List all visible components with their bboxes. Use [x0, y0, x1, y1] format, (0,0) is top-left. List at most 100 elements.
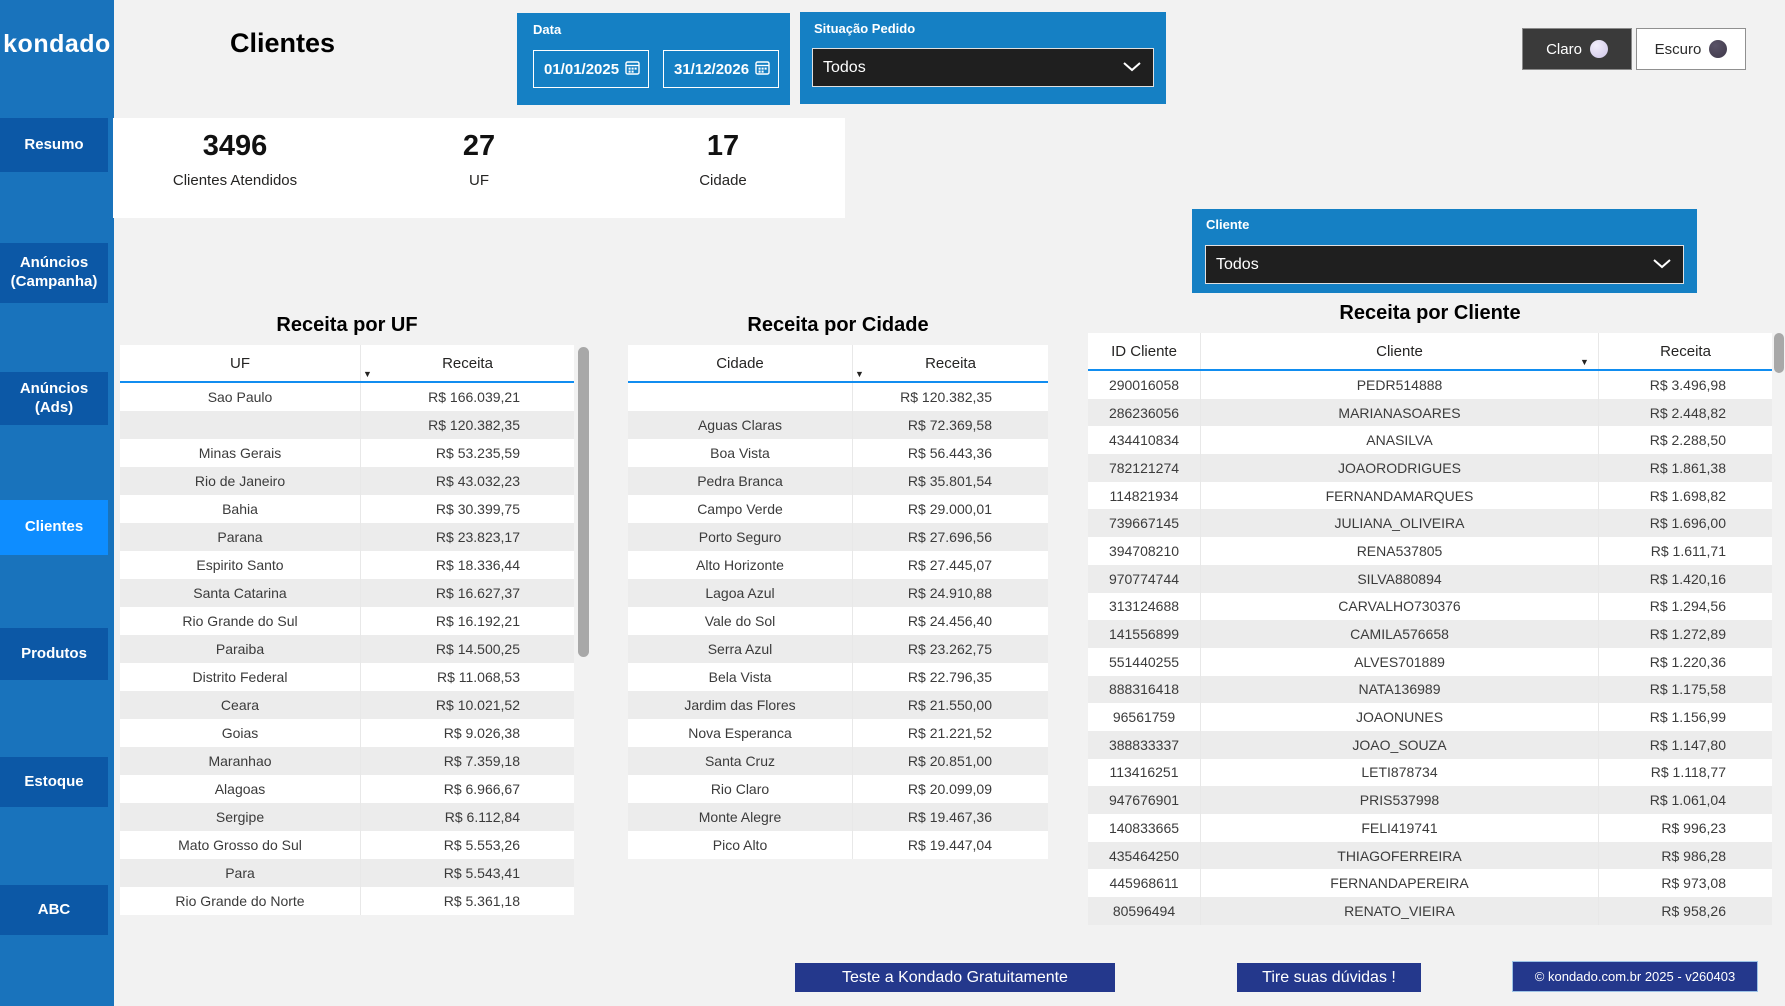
table-row[interactable]: 388833337 JOAO_SOUZA R$ 1.147,80 [1088, 730, 1772, 759]
sort-arrow-icon[interactable]: ▼ [855, 369, 864, 379]
table-row[interactable]: 141556899 CAMILA576658 R$ 1.272,89 [1088, 620, 1772, 648]
table-row[interactable]: Alagoas R$ 6.966,67 [120, 775, 574, 803]
kpi-value: 27 [462, 130, 496, 162]
table-row[interactable]: Santa Catarina R$ 16.627,37 [120, 579, 574, 607]
table-row[interactable]: 551440255 ALVES701889 R$ 1.220,36 [1088, 647, 1772, 676]
tire-duvidas-button[interactable]: Tire suas dúvidas ! [1237, 963, 1421, 992]
uf-column-header[interactable]: UF [230, 354, 250, 372]
sidebar: kondado Resumo Anúncios (Campanha) Anúnc… [0, 0, 114, 1006]
table-row[interactable]: Rio Claro R$ 20.099,09 [628, 775, 1048, 803]
table-row[interactable]: 114821934 FERNANDAMARQUES R$ 1.698,82 [1088, 481, 1772, 510]
cliente-column-header[interactable]: Cliente [1200, 333, 1598, 369]
date-end-input[interactable]: 31/12/2026 [663, 50, 779, 88]
table-row[interactable]: 80596494 RENATO_VIEIRA R$ 958,26 [1088, 897, 1772, 925]
table-row[interactable]: 96561759 JOAONUNES R$ 1.156,99 [1088, 703, 1772, 731]
table-row[interactable]: R$ 120.382,35 [120, 411, 574, 439]
sort-arrow-icon[interactable]: ▼ [1580, 357, 1589, 367]
table-row[interactable]: Goias R$ 9.026,38 [120, 719, 574, 747]
cliente-table-scrollbar[interactable] [1774, 333, 1784, 373]
table-row[interactable]: 970774744 SILVA880894 R$ 1.420,16 [1088, 564, 1772, 593]
theme-escuro-button[interactable]: Escuro [1636, 28, 1746, 70]
table-row[interactable]: 435464250 THIAGOFERREIRA R$ 986,28 [1088, 841, 1772, 870]
id-cliente-column-header[interactable]: ID Cliente [1111, 342, 1177, 360]
table-row[interactable]: Bahia R$ 30.399,75 [120, 495, 574, 523]
table-row[interactable]: 394708210 RENA537805 R$ 1.611,71 [1088, 537, 1772, 565]
table-row[interactable]: 434410834 ANASILVA R$ 2.288,50 [1088, 426, 1772, 455]
table-row[interactable]: 313124688 CARVALHO730376 R$ 1.294,56 [1088, 592, 1772, 621]
table-cell: PRIS537998 [1200, 786, 1598, 814]
table-row[interactable]: Jardim das Flores R$ 21.550,00 [628, 691, 1048, 719]
table-row[interactable]: Vale do Sol R$ 24.456,40 [628, 607, 1048, 635]
sidebar-item-estoque[interactable]: Estoque [0, 757, 108, 807]
table-row[interactable]: 739667145 JULIANA_OLIVEIRA R$ 1.696,00 [1088, 509, 1772, 538]
cliente-dropdown[interactable]: Todos [1205, 245, 1684, 284]
sidebar-item-clientes[interactable]: Clientes [0, 500, 108, 555]
table-cell: JULIANA_OLIVEIRA [1200, 509, 1598, 538]
table-row[interactable]: 888316418 NATA136989 R$ 1.175,58 [1088, 675, 1772, 704]
table-row[interactable]: Distrito Federal R$ 11.068,53 [120, 663, 574, 691]
table-row[interactable]: Paraiba R$ 14.500,25 [120, 635, 574, 663]
table-row[interactable]: Bela Vista R$ 22.796,35 [628, 663, 1048, 691]
table-row[interactable]: Espirito Santo R$ 18.336,44 [120, 551, 574, 579]
table-cell: 394708210 [1108, 542, 1180, 559]
table-row[interactable]: Mato Grosso do Sul R$ 5.553,26 [120, 831, 574, 859]
table-row[interactable]: R$ 120.382,35 [628, 383, 1048, 411]
table-row[interactable]: Serra Azul R$ 23.262,75 [628, 635, 1048, 663]
teste-kondado-button[interactable]: Teste a Kondado Gratuitamente [795, 963, 1115, 992]
table-row[interactable]: Rio de Janeiro R$ 43.032,23 [120, 467, 574, 495]
table-cell: 80596494 [1112, 902, 1176, 919]
table-row[interactable]: Rio Grande do Norte R$ 5.361,18 [120, 887, 574, 915]
table-cell: Rio Claro [710, 781, 770, 797]
table-row[interactable]: Nova Esperanca R$ 21.221,52 [628, 719, 1048, 747]
sidebar-item-resumo[interactable]: Resumo [0, 118, 108, 172]
table-row[interactable]: Rio Grande do Sul R$ 16.192,21 [120, 607, 574, 635]
receita-column-header[interactable]: Receita [360, 345, 574, 381]
kpi-card: 3496 Clientes Atendidos 27 UF 17 Cidade [113, 118, 845, 218]
table-row[interactable]: Santa Cruz R$ 20.851,00 [628, 747, 1048, 775]
table-row[interactable]: Maranhao R$ 7.359,18 [120, 747, 574, 775]
table-cell: Rio de Janeiro [194, 473, 286, 489]
table-row[interactable]: 286236056 MARIANASOARES R$ 2.448,82 [1088, 398, 1772, 427]
table-cell: R$ 24.910,88 [852, 579, 1048, 607]
table-row[interactable]: Porto Seguro R$ 27.696,56 [628, 523, 1048, 551]
table-row[interactable]: Minas Gerais R$ 53.235,59 [120, 439, 574, 467]
calendar-icon[interactable] [625, 60, 640, 79]
table-row[interactable]: Para R$ 5.543,41 [120, 859, 574, 887]
table-cell: 286236056 [1108, 404, 1180, 421]
table-row[interactable]: 947676901 PRIS537998 R$ 1.061,04 [1088, 786, 1772, 814]
theme-claro-button[interactable]: Claro [1522, 28, 1632, 70]
table-cell [628, 383, 852, 411]
table-row[interactable]: Campo Verde R$ 29.000,01 [628, 495, 1048, 523]
table-row[interactable]: Pico Alto R$ 19.447,04 [628, 831, 1048, 859]
sidebar-item-abc[interactable]: ABC [0, 885, 108, 935]
receita-column-header[interactable]: Receita [852, 345, 1048, 381]
sidebar-item-anuncios-campanha[interactable]: Anúncios (Campanha) [0, 243, 108, 303]
calendar-icon[interactable] [755, 60, 770, 79]
table-row[interactable]: 782121274 JOAORODRIGUES R$ 1.861,38 [1088, 454, 1772, 482]
table-row[interactable]: 290016058 PEDR514888 R$ 3.496,98 [1088, 371, 1772, 399]
date-start-input[interactable]: 01/01/2025 [533, 50, 649, 88]
table-cell: Nova Esperanca [688, 725, 792, 741]
table-row[interactable]: Aguas Claras R$ 72.369,58 [628, 411, 1048, 439]
table-row[interactable]: Sergipe R$ 6.112,84 [120, 803, 574, 831]
table-row[interactable]: Parana R$ 23.823,17 [120, 523, 574, 551]
table-row[interactable]: 113416251 LETI878734 R$ 1.118,77 [1088, 758, 1772, 787]
situacao-pedido-panel: Situação Pedido Todos [800, 12, 1166, 104]
table-row[interactable]: Pedra Branca R$ 35.801,54 [628, 467, 1048, 495]
copyright-button[interactable]: © kondado.com.br 2025 - v260403 [1512, 961, 1758, 992]
table-row[interactable]: Ceara R$ 10.021,52 [120, 691, 574, 719]
table-row[interactable]: Lagoa Azul R$ 24.910,88 [628, 579, 1048, 607]
sidebar-item-anuncios-ads[interactable]: Anúncios (Ads) [0, 372, 108, 425]
table-row[interactable]: Alto Horizonte R$ 27.445,07 [628, 551, 1048, 579]
sidebar-item-produtos[interactable]: Produtos [0, 628, 108, 680]
table-row[interactable]: Sao Paulo R$ 166.039,21 [120, 383, 574, 411]
situacao-pedido-dropdown[interactable]: Todos [812, 48, 1154, 87]
sort-arrow-icon[interactable]: ▼ [363, 369, 372, 379]
table-row[interactable]: 140833665 FELI419741 R$ 996,23 [1088, 814, 1772, 842]
table-row[interactable]: Boa Vista R$ 56.443,36 [628, 439, 1048, 467]
table-row[interactable]: 445968611 FERNANDAPEREIRA R$ 973,08 [1088, 869, 1772, 898]
table-row[interactable]: Monte Alegre R$ 19.467,36 [628, 803, 1048, 831]
cidade-column-header[interactable]: Cidade [716, 354, 764, 372]
receita-column-header[interactable]: Receita [1598, 333, 1772, 369]
uf-table-scrollbar[interactable] [578, 347, 589, 657]
